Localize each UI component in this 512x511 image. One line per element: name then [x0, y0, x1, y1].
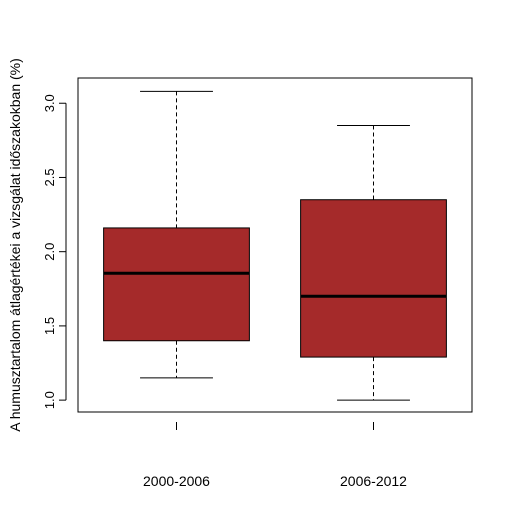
x-axis: 2000-2006 2006-2012 [143, 422, 407, 489]
y-axis-label: A humusztartalom átlagértékei a vizsgála… [7, 58, 23, 432]
box-body [103, 227, 250, 342]
y-tick-label: 2.0 [42, 243, 57, 261]
box-series [103, 90, 447, 401]
x-tick-label: 2000-2006 [143, 473, 210, 489]
box-body [300, 199, 447, 358]
y-tick-label: 3.0 [42, 94, 57, 112]
y-axis: 1.0 1.5 2.0 2.5 3.0 [42, 94, 67, 409]
box-2006-2012 [300, 125, 447, 401]
y-tick-label: 2.5 [42, 168, 57, 186]
y-tick-label: 1.5 [42, 317, 57, 335]
box-2000-2006 [103, 90, 250, 379]
x-tick-label: 2006-2012 [340, 473, 407, 489]
plot-frame [77, 77, 473, 413]
y-tick-label: 1.0 [42, 391, 57, 409]
